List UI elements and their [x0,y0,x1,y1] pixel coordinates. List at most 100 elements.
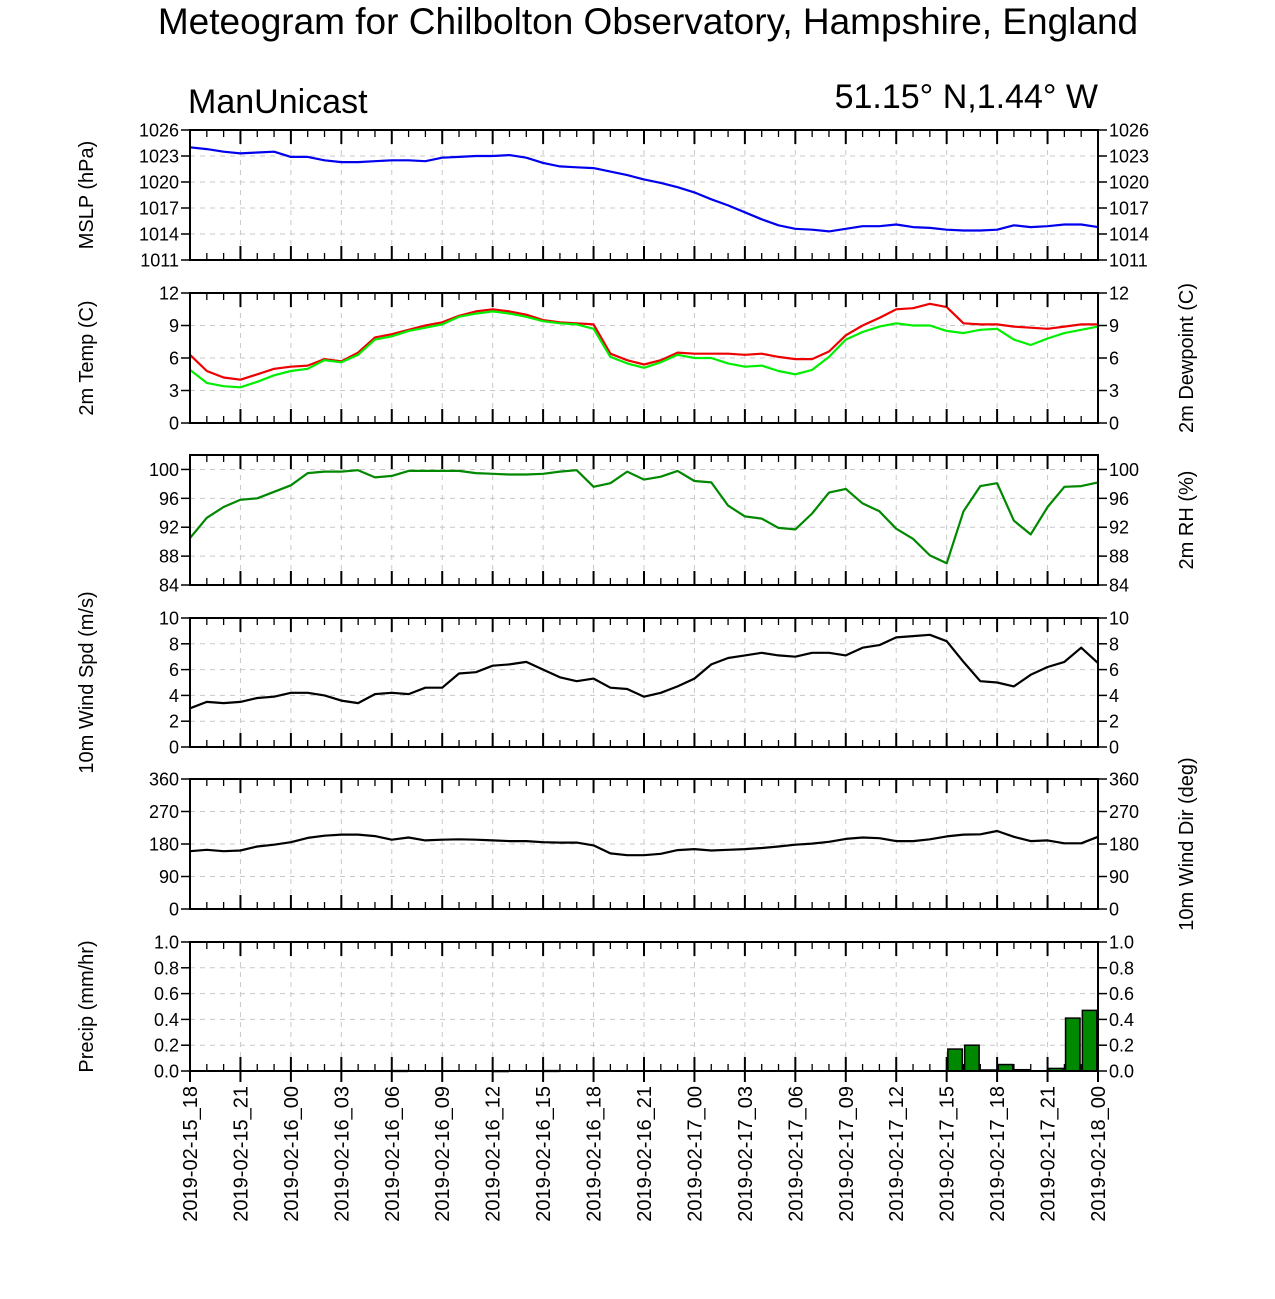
y-tick-label-right: 6 [1109,660,1119,680]
y-tick-label-right: 360 [1109,770,1139,790]
y-tick-label: 0.8 [154,958,179,978]
y-tick-label: 0 [169,900,179,920]
time-tick-label: 2019-02-16_15 [533,1086,555,1222]
y-tick-label-right: 88 [1109,547,1129,567]
y-tick-label-right: 90 [1109,867,1129,887]
precip-bar [947,1048,964,1072]
y-tick-label: 100 [149,460,179,480]
y-tick-label-right: 4 [1109,686,1119,706]
panel-1: 1011 1011 1014 1014 1017 1017 1020 1020 1023 1023… [76,121,1149,271]
time-tick-label: 2019-02-16_09 [432,1086,454,1222]
precip-bar [1081,1009,1098,1072]
y-tick-label: 1.0 [154,933,179,953]
y-tick-label-right: 1014 [1109,225,1149,245]
y-tick-label: 360 [149,770,179,790]
time-tick-label: 2019-02-16_00 [281,1086,303,1222]
series-line-1 [189,633,1099,710]
y-tick-label-right: 0.8 [1109,958,1134,978]
y-tick-label-right: 0.0 [1109,1062,1134,1082]
series-line-2 [189,310,1099,389]
y-tick-label-right: 9 [1109,316,1119,336]
time-tick-label: 2019-02-15_21 [230,1086,252,1222]
series-line-1 [189,146,1099,233]
y-tick-label-right: 0.4 [1109,1010,1134,1030]
y-axis-title: 2m Temp (C) [76,300,98,415]
y-tick-label-right: 12 [1109,284,1129,304]
time-tick-label: 2019-02-17_12 [886,1086,908,1222]
series-line-1 [189,829,1099,857]
y-tick-label-right: 100 [1109,460,1139,480]
y-axis-title-right: 2m RH (%) [1176,471,1198,570]
time-tick-label: 2019-02-17_00 [684,1086,706,1222]
y-axis-title-right: 2m Dewpoint (C) [1176,283,1198,433]
y-tick-label-right: 0 [1109,900,1119,920]
y-tick-label: 88 [159,547,179,567]
y-tick-label-right: 1.0 [1109,933,1134,953]
y-tick-label-right: 0 [1109,414,1119,434]
y-tick-label: 1014 [139,225,179,245]
y-tick-label: 8 [169,634,179,654]
y-tick-label: 6 [169,660,179,680]
series-line-1 [189,469,1099,565]
y-tick-label-right: 6 [1109,349,1119,369]
y-tick-label-right: 0 [1109,738,1119,758]
location-label: 51.15° N,1.44° W [835,78,1098,116]
y-tick-label: 1023 [139,147,179,167]
y-tick-label: 1026 [139,121,179,141]
y-tick-label: 3 [169,381,179,401]
panel-4: 0 0 2 2 4 4 6 6 8 8 10 10 10m Wind Spd (m/s) [76,591,1129,773]
y-tick-label-right: 1011 [1109,251,1148,271]
panel-2: 0 0 3 3 6 6 9 9 12 12 2m Temp (C) 2m Dewpoint (C) [76,283,1198,434]
y-tick-label-right: 180 [1109,835,1139,855]
y-tick-label-right: 1020 [1109,173,1149,193]
y-tick-label: 9 [169,316,179,336]
y-tick-label: 12 [159,284,179,304]
time-tick-label: 2019-02-17_03 [735,1086,757,1222]
y-tick-label: 90 [159,867,179,887]
time-tick-label: 2019-02-17_09 [836,1086,858,1222]
y-tick-label: 1017 [139,199,179,219]
panel-5: 0 0 90 90 180 180 270 270 360 360 10m Wind Dir (de… [149,757,1198,930]
time-tick-label: 2019-02-15_18 [180,1086,202,1222]
y-tick-label-right: 270 [1109,802,1139,822]
time-tick-label: 2019-02-18_00 [1088,1086,1110,1222]
y-tick-label-right: 92 [1109,518,1129,538]
y-tick-label: 1020 [139,173,179,193]
y-tick-label-right: 1023 [1109,147,1149,167]
chart-title: Meteogram for Chilbolton Observatory, Ha… [158,1,1138,42]
y-axis-title: Precip (mm/hr) [76,940,98,1072]
y-tick-label: 0.0 [154,1062,179,1082]
y-tick-label: 2 [169,712,179,732]
time-tick-label: 2019-02-16_03 [331,1086,353,1222]
y-axis-title: MSLP (hPa) [76,141,98,250]
time-tick-label: 2019-02-17_18 [987,1086,1009,1222]
time-tick-label: 2019-02-16_21 [634,1086,656,1222]
time-axis: 2019-02-15_18 2019-02-15_21 2019-02-16_00 2… [180,1071,1110,1222]
y-tick-label: 0 [169,414,179,434]
y-tick-label: 0 [169,738,179,758]
y-tick-label: 0.4 [154,1010,179,1030]
y-tick-label: 270 [149,802,179,822]
y-tick-label-right: 10 [1109,609,1129,629]
model-label: ManUnicast [188,83,368,121]
precip-bar [963,1044,980,1072]
y-tick-label: 0.2 [154,1036,179,1056]
time-tick-label: 2019-02-17_06 [785,1086,807,1222]
y-tick-label-right: 96 [1109,489,1129,509]
y-axis-title: 10m Wind Spd (m/s) [76,591,98,773]
y-tick-label: 84 [159,576,179,596]
y-axis-title-right: 10m Wind Dir (deg) [1176,757,1198,930]
y-tick-label: 10 [159,609,179,629]
y-tick-label: 180 [149,835,179,855]
time-tick-label: 2019-02-17_21 [1038,1086,1060,1222]
y-tick-label-right: 8 [1109,634,1119,654]
y-tick-label-right: 0.2 [1109,1036,1134,1056]
y-tick-label: 4 [169,686,179,706]
time-tick-label: 2019-02-16_18 [584,1086,606,1222]
y-tick-label-right: 0.6 [1109,984,1134,1004]
precip-bar [1064,1017,1081,1072]
y-tick-label-right: 2 [1109,712,1119,732]
y-tick-label: 1011 [140,251,179,271]
